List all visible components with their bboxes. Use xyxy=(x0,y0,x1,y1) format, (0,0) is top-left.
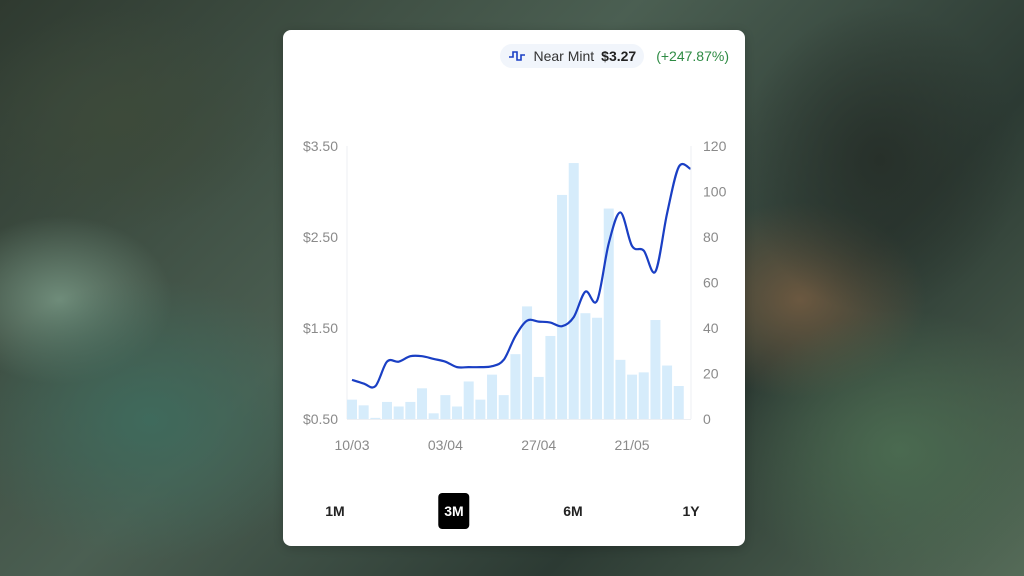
volume-bar xyxy=(533,376,544,419)
x-axis-tick: 21/05 xyxy=(615,437,650,453)
left-axis-tick: $0.50 xyxy=(303,411,338,427)
condition-label: Near Mint xyxy=(533,48,595,64)
volume-bar xyxy=(627,374,638,419)
volume-bar xyxy=(347,399,357,419)
volume-bar xyxy=(615,359,626,419)
volume-bar xyxy=(440,395,451,419)
price-legend: Near Mint $3.27 (+247.87%) xyxy=(500,44,729,68)
volume-bar xyxy=(417,388,428,419)
price-line xyxy=(351,162,691,389)
right-axis-tick: 120 xyxy=(703,138,727,154)
volume-bar xyxy=(568,163,579,419)
price-volume-chart: $0.50 $1.50 $2.50 $3.50 0 20 40 60 80 100 120 10/03… xyxy=(303,138,727,453)
volume-bar xyxy=(405,401,416,419)
right-axis-tick: 0 xyxy=(703,411,711,427)
step-line-icon xyxy=(509,51,526,61)
volume-bar xyxy=(382,401,393,419)
right-axis-tick: 40 xyxy=(703,320,719,336)
volume-bar xyxy=(603,208,614,419)
volume-bar xyxy=(498,395,509,419)
left-axis-tick: $2.50 xyxy=(303,229,338,245)
right-axis-tick: 20 xyxy=(703,366,719,382)
volume-bar xyxy=(463,381,474,419)
price-change: (+247.87%) xyxy=(656,48,729,64)
right-axis-tick: 100 xyxy=(703,184,727,200)
volume-bar xyxy=(673,386,684,419)
volume-bar xyxy=(650,320,661,419)
x-axis-tick: 10/03 xyxy=(334,437,369,453)
range-button-1y[interactable]: 1Y xyxy=(682,503,700,519)
volume-bar xyxy=(428,413,439,419)
right-axis-tick: 60 xyxy=(703,275,719,291)
volume-bar xyxy=(557,194,568,419)
volume-bar xyxy=(592,317,603,419)
x-axis-tick: 03/04 xyxy=(428,437,463,453)
volume-bar xyxy=(510,354,521,419)
volume-bar xyxy=(358,405,369,419)
range-button-6m[interactable]: 6M xyxy=(563,503,583,519)
range-button-1m[interactable]: 1M xyxy=(325,503,345,519)
range-selector: 1M 3M 6M 1Y xyxy=(283,493,745,529)
left-axis-tick: $3.50 xyxy=(303,138,338,154)
price-chart-card: Near Mint $3.27 (+247.87%) $0.50 $1.50 $2.… xyxy=(283,30,745,546)
volume-bar xyxy=(475,399,486,419)
volume-bar xyxy=(522,306,533,419)
volume-bar xyxy=(662,365,673,419)
x-axis-tick: 27/04 xyxy=(521,437,556,453)
volume-bar xyxy=(487,374,498,419)
right-axis-tick: 80 xyxy=(703,229,719,245)
volume-bar xyxy=(452,406,463,419)
range-button-3m[interactable]: 3M xyxy=(438,493,470,529)
volume-bar xyxy=(370,417,381,419)
volume-bar xyxy=(638,372,649,419)
volume-bar xyxy=(393,406,404,419)
condition-pill: Near Mint $3.27 xyxy=(500,44,645,68)
current-price: $3.27 xyxy=(601,48,637,64)
volume-bar xyxy=(580,313,591,419)
volume-bar xyxy=(545,335,556,419)
left-axis-tick: $1.50 xyxy=(303,320,338,336)
